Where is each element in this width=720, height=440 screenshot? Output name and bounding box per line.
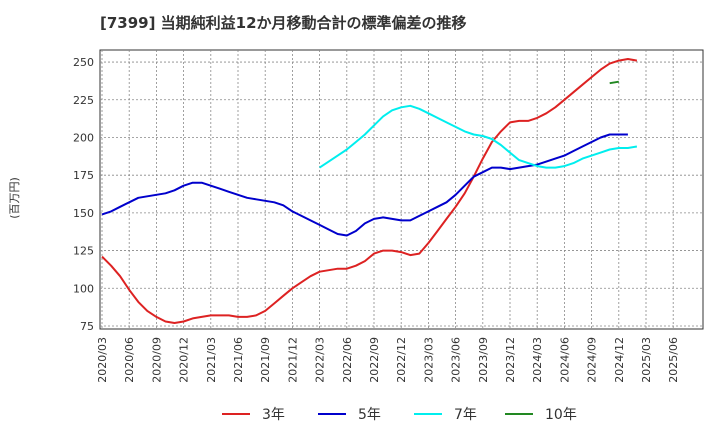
x-tick-label: 2023/03 <box>422 337 435 383</box>
x-tick-label: 2022/06 <box>341 337 354 383</box>
x-tick-label: 2022/03 <box>314 337 327 383</box>
legend: 3年 5年 7年 10年 <box>222 407 577 423</box>
y-tick-label: 75 <box>80 320 94 333</box>
x-tick-label: 2020/12 <box>178 337 191 383</box>
chart-title: [7399] 当期純利益12か月移動合計の標準偏差の推移 <box>100 14 467 32</box>
x-tick-label: 2021/12 <box>286 337 299 383</box>
y-tick-label: 175 <box>73 169 94 182</box>
x-tick-label: 2025/03 <box>640 337 653 383</box>
x-tick-label: 2020/09 <box>150 337 163 383</box>
series-line-0 <box>101 58 638 324</box>
x-tick-label: 2023/06 <box>450 337 463 383</box>
x-tick-label: 2021/03 <box>205 337 218 383</box>
y-tick-label: 150 <box>73 207 94 220</box>
x-tick-label: 2020/03 <box>96 337 109 383</box>
x-tick-label: 2022/12 <box>395 337 408 383</box>
y-tick-label: 125 <box>73 245 94 258</box>
series-line-1 <box>101 133 628 237</box>
x-tick-label: 2024/12 <box>613 337 626 383</box>
x-tick-label: 2023/12 <box>504 337 517 383</box>
series-line-2 <box>319 104 638 169</box>
x-tick-label: 2021/06 <box>232 337 245 383</box>
x-tick-label: 2025/06 <box>667 337 680 383</box>
x-tick-label: 2023/09 <box>477 337 490 383</box>
series-line-3 <box>609 80 619 85</box>
grid-lines <box>100 50 703 329</box>
series-lines <box>101 58 638 324</box>
x-axis: 2020/03 2020/06 2020/09 2020/12 2021/03 2021/… <box>96 337 680 383</box>
y-axis-label: (百万円) <box>8 177 21 219</box>
x-tick-label: 2024/06 <box>558 337 571 383</box>
y-tick-label: 225 <box>73 94 94 107</box>
y-axis: 75 100 125 150 175 200 225 250 <box>73 56 94 333</box>
legend-label-3: 10年 <box>545 407 577 423</box>
legend-label-0: 3年 <box>262 407 285 423</box>
x-tick-label: 2024/09 <box>586 337 599 383</box>
x-tick-label: 2024/03 <box>531 337 544 383</box>
y-tick-label: 200 <box>73 131 94 144</box>
y-tick-label: 250 <box>73 56 94 69</box>
y-tick-label: 100 <box>73 282 94 295</box>
x-tick-label: 2020/06 <box>123 337 136 383</box>
x-tick-label: 2022/09 <box>368 337 381 383</box>
legend-label-2: 7年 <box>454 407 477 423</box>
legend-label-1: 5年 <box>358 407 381 423</box>
x-tick-label: 2021/09 <box>259 337 272 383</box>
